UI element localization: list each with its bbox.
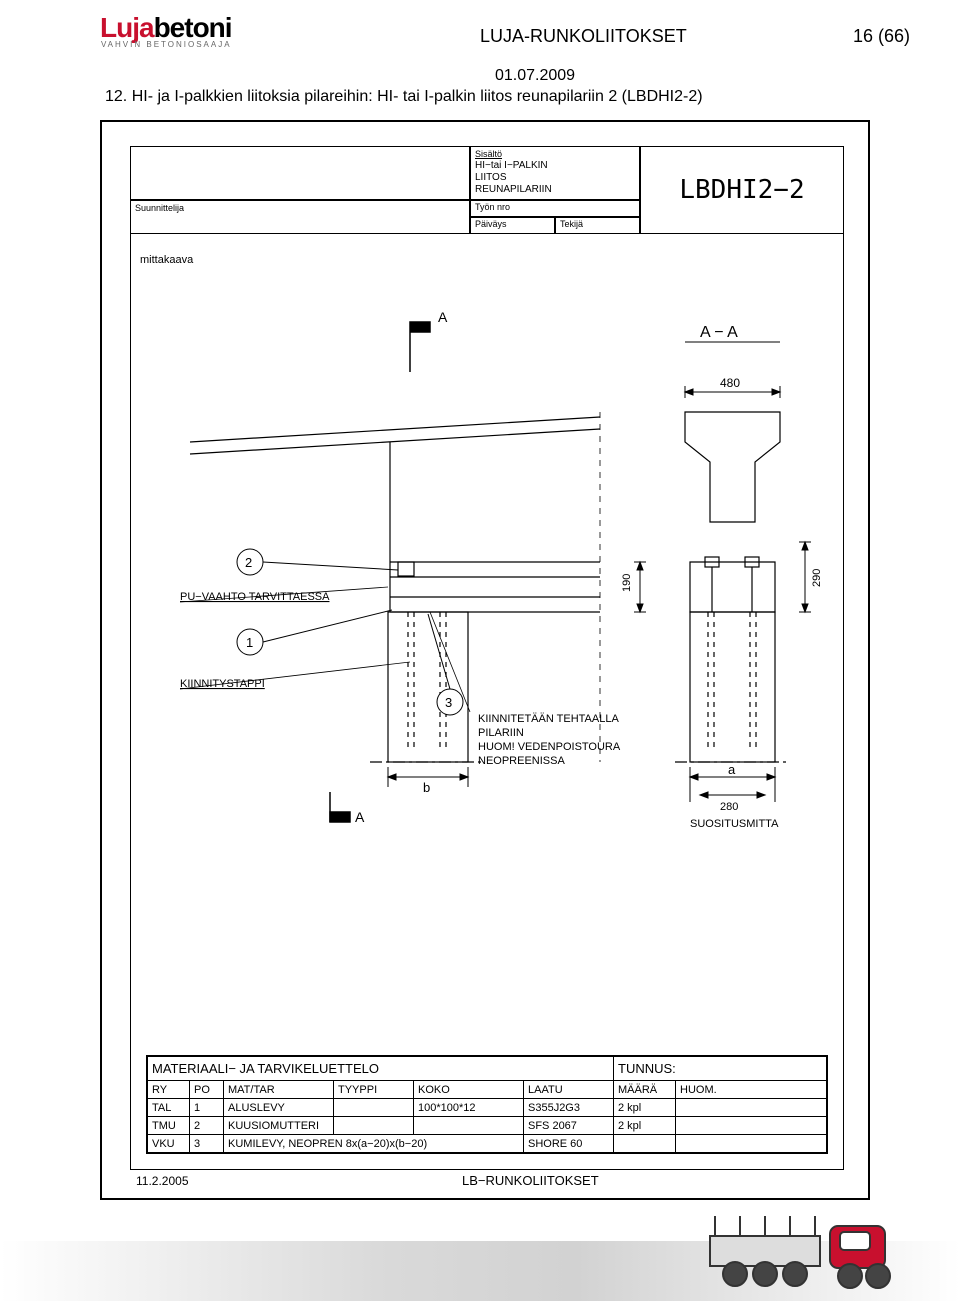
section-title: 12. HI- ja I-palkkien liitoksia pilareih… xyxy=(105,88,703,106)
callout-2: 2 xyxy=(245,555,252,570)
sisalto-line2: LIITOS xyxy=(475,172,635,184)
document-date: 01.07.2009 xyxy=(495,67,575,85)
drawing-body: A A − A 480 xyxy=(130,262,844,942)
tunnus-label: TUNNUS: xyxy=(614,1057,827,1081)
tb-tekija: Tekijä xyxy=(555,217,640,234)
table-row: TAL 1 ALUSLEVY 100*100*12 S355J2G3 2 kpl xyxy=(148,1099,827,1117)
section-aa-title: A − A xyxy=(700,324,738,341)
page-header: Lujabetoni VAHVIN BETONIOSAAJA LUJA-RUNK… xyxy=(0,12,960,82)
document-title: LUJA-RUNKOLIITOKSET xyxy=(480,26,687,47)
callout-1: 1 xyxy=(246,635,253,650)
sisalto-line3: REUNAPILARIIN xyxy=(475,184,635,196)
h-laatu: LAATU xyxy=(524,1081,614,1099)
dim-a: a xyxy=(728,762,736,777)
material-table: MATERIAALI− JA TARVIKELUETTELO TUNNUS: R… xyxy=(146,1055,828,1154)
h-ry: RY xyxy=(148,1081,190,1099)
truck-illustration xyxy=(700,1206,920,1296)
page-number: 16 (66) xyxy=(853,26,910,47)
technical-drawing: A A − A 480 xyxy=(130,262,844,942)
h-tyyppi: TYYPPI xyxy=(334,1081,414,1099)
tb-paivays: Päiväys xyxy=(470,217,555,234)
mat-header-row: RY PO MAT/TAR TYYPPI KOKO LAATU MÄÄRÄ HU… xyxy=(148,1081,827,1099)
note-1: KIINNITETÄÄN TEHTAALLA xyxy=(478,713,619,725)
tyon-label: Työn nro xyxy=(475,202,510,212)
logo: Lujabetoni VAHVIN BETONIOSAAJA xyxy=(100,12,232,49)
tb-tyon: Työn nro xyxy=(470,200,640,217)
paivays-label: Päiväys xyxy=(475,219,507,229)
dim-b: b xyxy=(423,780,430,795)
footer-date: 11.2.2005 xyxy=(136,1174,189,1188)
drawing-outer-frame: Sisältö HI−tai I−PALKIN LIITOS REUNAPILA… xyxy=(100,120,870,1200)
callout-3: 3 xyxy=(445,695,452,710)
logo-betoni: betoni xyxy=(154,12,232,43)
h-huom: HUOM. xyxy=(676,1081,827,1099)
table-row: VKU 3 KUMILEVY, NEOPREN 8x(a−20)x(b−20) … xyxy=(148,1135,827,1153)
tekija-label: Tekijä xyxy=(560,219,583,229)
section-a-top: A xyxy=(438,309,448,325)
tb-sisalto: Sisältö HI−tai I−PALKIN LIITOS REUNAPILA… xyxy=(470,146,640,200)
tb-code: LBDHI2−2 xyxy=(640,146,844,234)
tb-suunnittelija: Suunnittelija xyxy=(130,200,470,234)
tb-blank xyxy=(130,146,470,200)
h-po: PO xyxy=(190,1081,224,1099)
dim-290: 290 xyxy=(811,569,823,587)
note-2: PILARIIN xyxy=(478,727,524,739)
dim-480: 480 xyxy=(720,376,740,390)
sisalto-label: Sisältö xyxy=(475,149,635,160)
logo-luja: Luja xyxy=(100,12,154,43)
dim-190: 190 xyxy=(621,574,633,592)
h-maara: MÄÄRÄ xyxy=(614,1081,676,1099)
dim-280: 280 xyxy=(720,801,738,813)
note-4: NEOPREENISSA xyxy=(478,755,565,767)
suositusmitta: SUOSITUSMITTA xyxy=(690,818,779,830)
sisalto-line1: HI−tai I−PALKIN xyxy=(475,160,635,172)
suunnittelija-label: Suunnittelija xyxy=(135,203,184,213)
table-row: TMU 2 KUUSIOMUTTERI SFS 2067 2 kpl xyxy=(148,1117,827,1135)
h-koko: KOKO xyxy=(414,1081,524,1099)
footer-title: LB−RUNKOLIITOKSET xyxy=(462,1173,599,1188)
h-mat: MAT/TAR xyxy=(224,1081,334,1099)
note-3: HUOM! VEDENPOISTOURA xyxy=(478,741,621,753)
section-a-bot: A xyxy=(355,809,365,825)
title-block: Sisältö HI−tai I−PALKIN LIITOS REUNAPILA… xyxy=(130,146,844,234)
logo-subtitle: VAHVIN BETONIOSAAJA xyxy=(100,40,232,49)
mat-title: MATERIAALI− JA TARVIKELUETTELO xyxy=(148,1057,614,1081)
